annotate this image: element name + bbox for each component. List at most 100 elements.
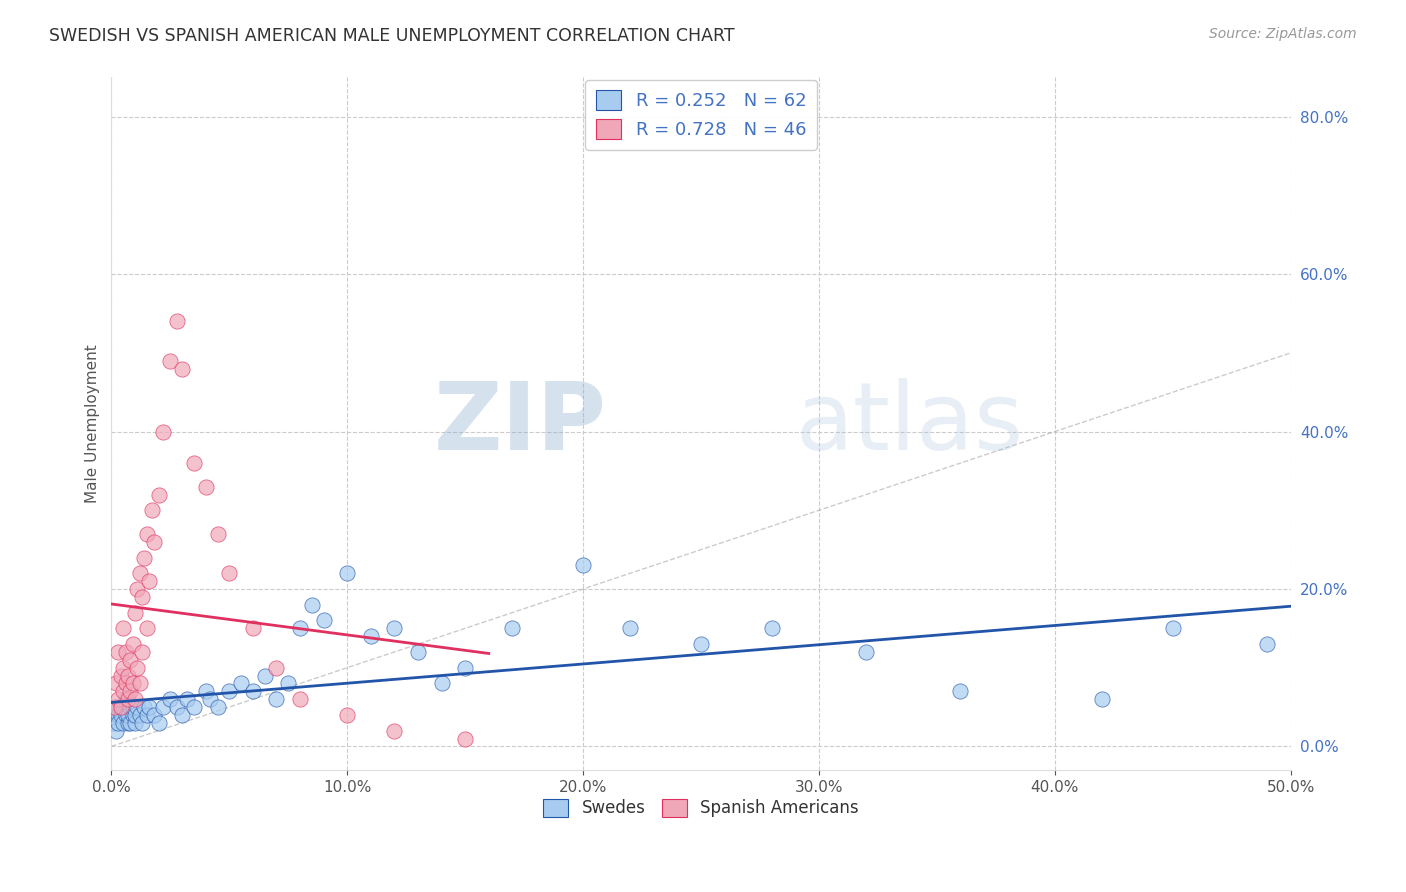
Point [131, 645, 153, 659]
Text: SWEDISH VS SPANISH AMERICAN MALE UNEMPLOYMENT CORRELATION CHART: SWEDISH VS SPANISH AMERICAN MALE UNEMPLO… [49, 27, 735, 45]
Point [141, 503, 163, 517]
Point [128, 566, 150, 581]
Point [207, 527, 229, 541]
Point [159, 353, 181, 368]
Point [105, 723, 128, 738]
Point [124, 707, 146, 722]
Point [135, 621, 157, 635]
Point [135, 707, 157, 722]
Point [288, 692, 311, 706]
Point [454, 731, 477, 746]
Point [242, 684, 264, 698]
Point [207, 700, 229, 714]
Point [124, 692, 146, 706]
Point [430, 676, 453, 690]
Point [107, 707, 129, 722]
Point [384, 723, 406, 738]
Point [266, 692, 288, 706]
Point [312, 614, 335, 628]
Point [117, 668, 139, 682]
Y-axis label: Male Unemployment: Male Unemployment [86, 344, 100, 503]
Point [1161, 621, 1184, 635]
Point [131, 715, 153, 730]
Point [112, 715, 135, 730]
Point [194, 480, 217, 494]
Point [124, 715, 146, 730]
Point [107, 692, 129, 706]
Point [121, 676, 143, 690]
Legend: Swedes, Spanish Americans: Swedes, Spanish Americans [537, 792, 866, 824]
Point [128, 707, 150, 722]
Point [103, 707, 125, 722]
Point [166, 700, 188, 714]
Point [159, 692, 181, 706]
Text: atlas: atlas [796, 377, 1024, 470]
Point [454, 661, 477, 675]
Point [117, 715, 139, 730]
Point [336, 566, 359, 581]
Point [110, 707, 132, 722]
Point [176, 692, 198, 706]
Point [110, 700, 132, 714]
Point [134, 700, 156, 714]
Point [148, 487, 170, 501]
Point [384, 621, 406, 635]
Point [121, 637, 143, 651]
Point [127, 661, 149, 675]
Point [112, 621, 135, 635]
Point [105, 676, 128, 690]
Point [105, 700, 128, 714]
Point [360, 629, 382, 643]
Point [172, 361, 194, 376]
Point [166, 314, 188, 328]
Point [406, 645, 429, 659]
Point [619, 621, 641, 635]
Point [110, 668, 132, 682]
Point [200, 692, 222, 706]
Point [218, 566, 240, 581]
Point [218, 684, 240, 698]
Point [117, 692, 139, 706]
Point [110, 700, 132, 714]
Point [103, 700, 125, 714]
Point [949, 684, 972, 698]
Text: ZIP: ZIP [434, 377, 606, 470]
Point [112, 700, 135, 714]
Point [229, 676, 252, 690]
Point [120, 700, 142, 714]
Point [112, 661, 135, 675]
Point [761, 621, 783, 635]
Point [128, 676, 150, 690]
Point [277, 676, 299, 690]
Point [117, 707, 139, 722]
Point [138, 700, 160, 714]
Point [127, 700, 149, 714]
Point [142, 534, 165, 549]
Point [501, 621, 523, 635]
Point [183, 700, 205, 714]
Point [127, 582, 149, 596]
Point [194, 684, 217, 698]
Point [124, 606, 146, 620]
Point [183, 456, 205, 470]
Point [112, 684, 135, 698]
Point [301, 598, 323, 612]
Point [121, 700, 143, 714]
Point [242, 621, 264, 635]
Point [172, 707, 194, 722]
Point [572, 558, 595, 573]
Point [120, 653, 142, 667]
Point [131, 590, 153, 604]
Point [138, 574, 160, 588]
Point [120, 715, 142, 730]
Point [288, 621, 311, 635]
Point [855, 645, 877, 659]
Point [114, 676, 136, 690]
Point [114, 645, 136, 659]
Point [148, 715, 170, 730]
Point [266, 661, 288, 675]
Point [114, 692, 136, 706]
Point [336, 707, 359, 722]
Point [103, 715, 125, 730]
Point [1091, 692, 1114, 706]
